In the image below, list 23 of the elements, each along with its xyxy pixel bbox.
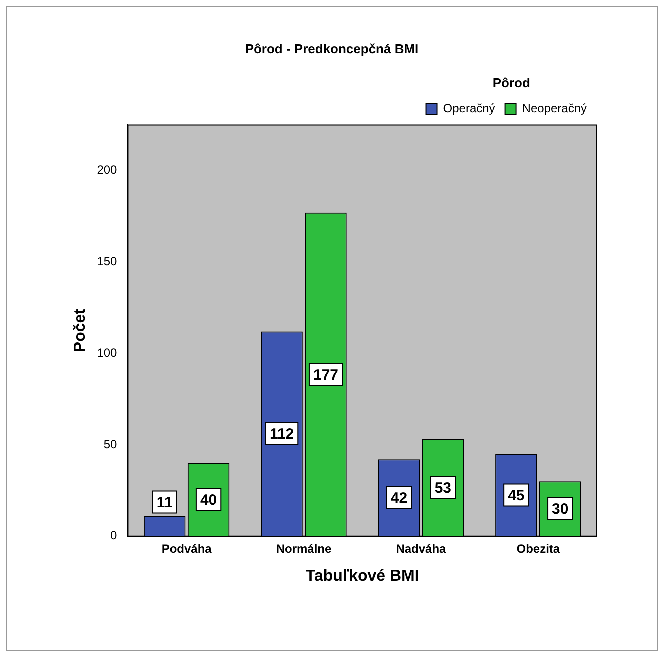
legend-label: Neoperačný (522, 102, 588, 116)
y-tick-label: 150 (97, 254, 118, 269)
legend-title: Pôrod (492, 76, 530, 91)
data-label: 53 (434, 480, 452, 498)
x-tick-label: Nadváha (396, 542, 447, 556)
y-tick-label: 50 (104, 437, 118, 452)
y-tick-label: 0 (110, 528, 118, 543)
y-tick-label: 100 (97, 346, 118, 360)
y-axis-title: Počet (72, 308, 90, 353)
y-tick-label: 200 (97, 163, 118, 178)
x-axis-title: Tabuľkové BMI (306, 568, 420, 585)
x-tick-label: Podváha (162, 542, 212, 556)
data-label: 177 (313, 366, 339, 384)
data-label: 11 (156, 494, 173, 512)
legend-label: Operačný (443, 102, 496, 116)
data-label: 45 (508, 487, 525, 504)
data-label: 112 (270, 426, 294, 444)
data-label: 40 (200, 492, 218, 509)
data-label: 42 (390, 490, 408, 508)
data-label: 30 (552, 501, 569, 518)
chart-title: Pôrod - Predkoncepčná BMI (245, 41, 419, 56)
x-tick-label: Obezita (516, 542, 560, 556)
x-tick-label: Normálne (276, 542, 332, 556)
